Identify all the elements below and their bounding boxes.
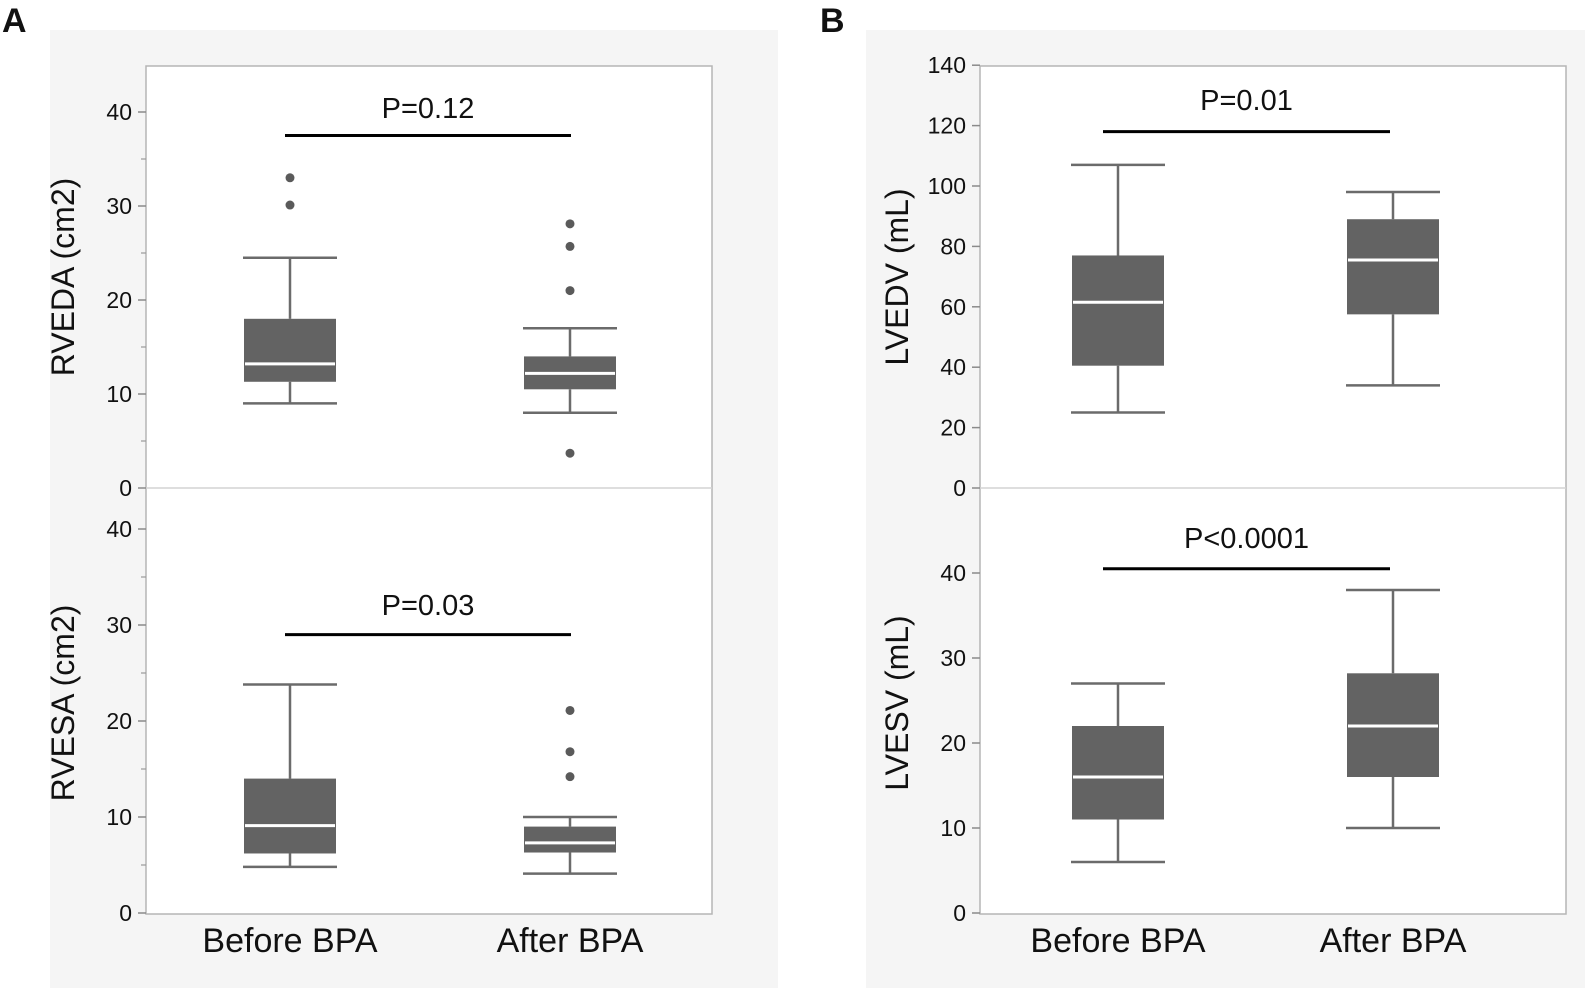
- panel-a-label: A: [2, 2, 27, 40]
- y-tick-label: 0: [119, 475, 132, 501]
- x-category-label: Before BPA: [1030, 922, 1205, 960]
- outlier-point: [565, 286, 575, 296]
- box-after-bpa: [523, 705, 617, 875]
- y-tick-label: 30: [106, 193, 132, 219]
- panel-b-plot-frame: [979, 65, 1567, 915]
- boxplot-a-bottom: 0 10 20 30 40 RVESA (cm2) P=0.03: [45, 516, 617, 926]
- y-tick-label: 40: [106, 99, 132, 125]
- y-tick-label: 10: [106, 381, 132, 407]
- outlier-point: [565, 705, 575, 715]
- y-axis-label: LVEDV (mL): [879, 188, 915, 365]
- y-tick-label: 40: [940, 354, 966, 380]
- y-tick-label: 20: [940, 730, 966, 756]
- outlier-point: [565, 448, 575, 458]
- box-before-bpa: [243, 683, 337, 869]
- y-tick-label: 0: [119, 900, 132, 926]
- boxplot-a-top: 0 10 20 30 40 RVEDA (cm2) P=0.12: [45, 93, 617, 501]
- outlier-point: [565, 747, 575, 757]
- iqr-box: [1347, 219, 1439, 315]
- y-tick-label: 140: [928, 52, 966, 78]
- y-tick-label: 120: [928, 113, 966, 139]
- outlier-point: [565, 219, 575, 229]
- panel-b-label: B: [820, 2, 845, 40]
- p-value-label: P=0.03: [382, 590, 475, 622]
- p-value-label: P<0.0001: [1184, 523, 1309, 555]
- y-tick-label: 60: [940, 294, 966, 320]
- box-after-bpa: [523, 219, 617, 458]
- p-value-label: P=0.01: [1200, 85, 1293, 117]
- outlier-point: [285, 200, 295, 210]
- y-tick-label: 20: [106, 708, 132, 734]
- x-category-label: After BPA: [497, 922, 644, 960]
- y-tick-label: 30: [106, 612, 132, 638]
- box-before-bpa: [1071, 682, 1165, 864]
- boxplot-b-bottom: 0 10 20 30 40 LVESV (mL) P<0.0001: [879, 523, 1440, 926]
- y-tick-label: 10: [940, 815, 966, 841]
- iqr-box: [1072, 726, 1164, 820]
- y-tick-label: 10: [106, 804, 132, 830]
- outlier-point: [565, 772, 575, 782]
- y-tick-label: 80: [940, 233, 966, 259]
- y-tick-label: 20: [106, 287, 132, 313]
- y-tick-label: 100: [928, 173, 966, 199]
- outlier-point: [565, 241, 575, 251]
- x-category-label: Before BPA: [202, 922, 377, 960]
- outlier-point: [285, 173, 295, 183]
- iqr-box: [244, 318, 336, 382]
- x-category-label: After BPA: [1320, 922, 1467, 960]
- y-axis-label: RVEDA (cm2): [45, 178, 81, 377]
- y-tick-label: 0: [953, 900, 966, 926]
- panel-a-plot-frame: [145, 65, 713, 915]
- box-after-bpa: [1346, 190, 1440, 387]
- y-axis-label: LVESV (mL): [879, 615, 915, 790]
- iqr-box: [524, 826, 616, 853]
- iqr-box: [244, 778, 336, 854]
- box-after-bpa: [1346, 588, 1440, 830]
- y-tick-label: 40: [106, 516, 132, 542]
- p-value-label: P=0.12: [382, 93, 475, 125]
- y-tick-label: 30: [940, 645, 966, 671]
- y-tick-label: 40: [940, 560, 966, 586]
- y-axis-label: RVESA (cm2): [45, 605, 81, 802]
- box-before-bpa: [1071, 163, 1165, 414]
- y-tick-label: 20: [940, 415, 966, 441]
- boxplot-b-top: 0 20 40 60 80 100 120 140 LVEDV (mL) P=0.01: [879, 52, 1440, 501]
- box-before-bpa: [243, 173, 337, 405]
- y-tick-label: 0: [953, 475, 966, 501]
- iqr-box: [1072, 255, 1164, 366]
